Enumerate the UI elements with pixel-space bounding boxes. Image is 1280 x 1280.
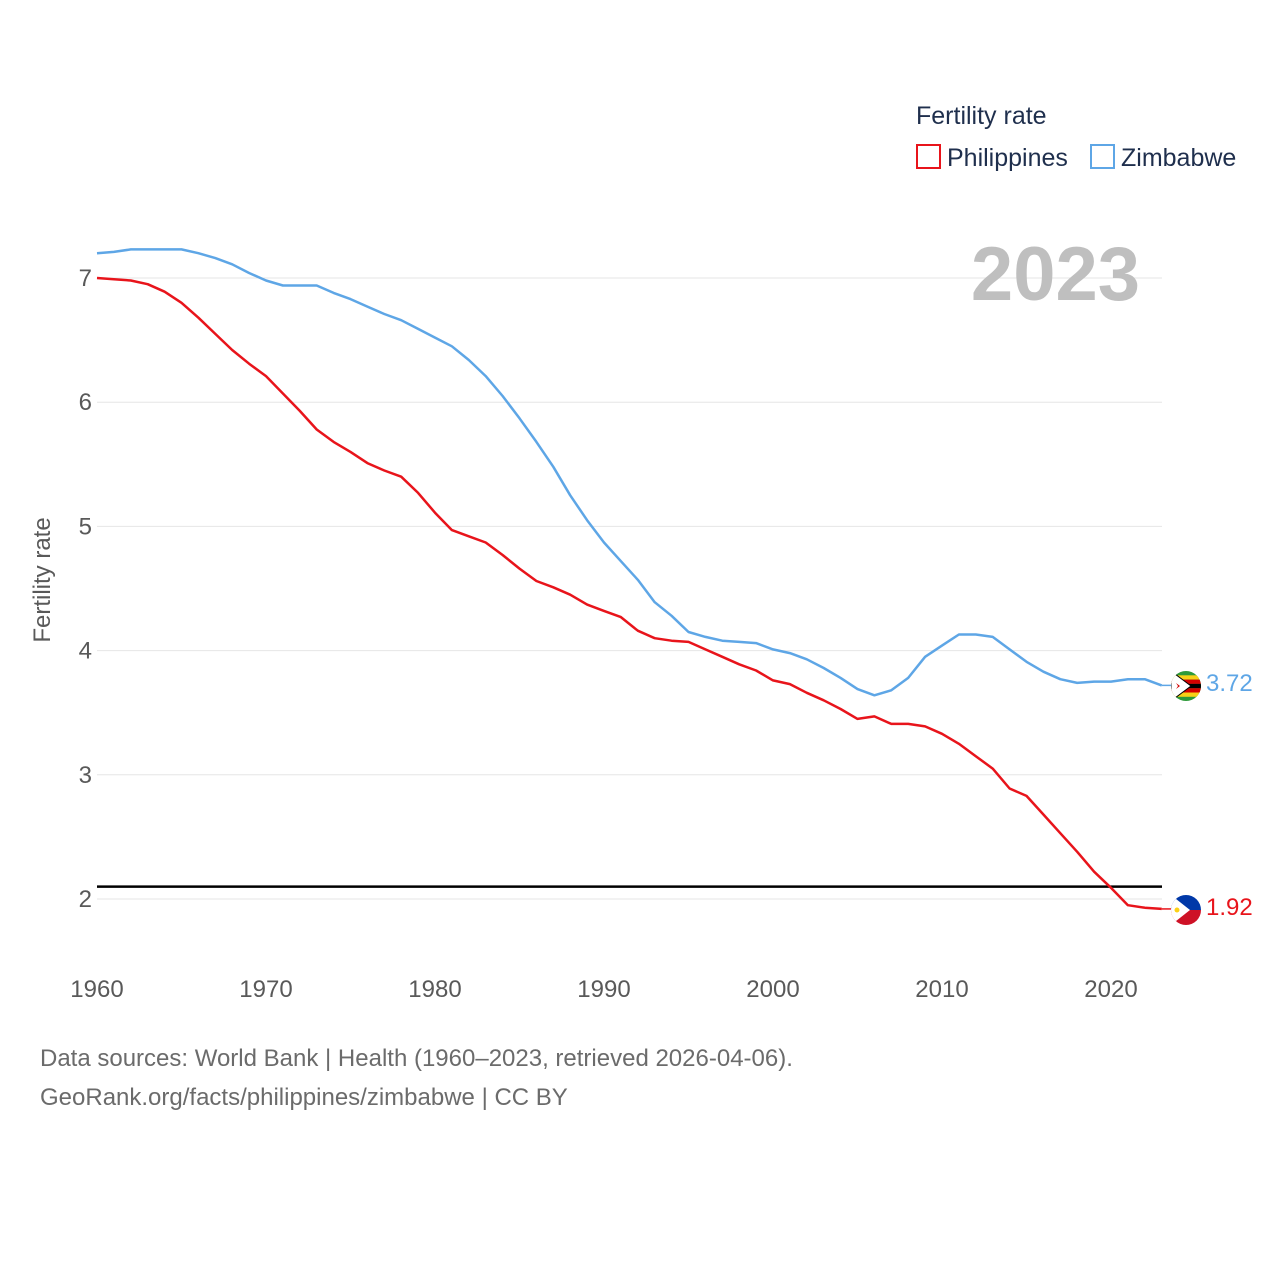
legend-item-philippines[interactable]: Philippines	[916, 144, 1068, 172]
y-tick-label: 7	[79, 265, 92, 292]
legend-label-philippines: Philippines	[947, 144, 1068, 172]
series-line-philippines	[96, 276, 1162, 911]
x-tick-label: 2010	[915, 976, 968, 1003]
zimbabwe-end-value: 3.72	[1206, 670, 1253, 697]
philippines-flag-icon	[1171, 895, 1201, 925]
series-line-zimbabwe	[96, 248, 1163, 697]
legend-swatch-philippines	[916, 144, 941, 169]
y-axis-label: Fertility rate	[29, 517, 56, 642]
legend-swatch-zimbabwe	[1090, 144, 1115, 169]
x-tick-label: 2020	[1084, 976, 1137, 1003]
y-tick-label: 2	[79, 886, 92, 913]
y-axis-ticks: 2 3 4 5 6 7	[79, 265, 92, 913]
y-tick-label: 6	[79, 389, 92, 416]
x-tick-label: 2000	[746, 976, 799, 1003]
series-lines	[96, 248, 1171, 911]
footer-sources: Data sources: World Bank | Health (1960–…	[40, 1045, 793, 1072]
x-tick-label: 1970	[239, 976, 292, 1003]
x-axis-ticks: 1960 1970 1980 1990 2000 2010 2020	[70, 976, 1137, 1003]
y-tick-label: 4	[79, 638, 92, 665]
legend-label-zimbabwe: Zimbabwe	[1121, 144, 1236, 172]
x-tick-label: 1990	[577, 976, 630, 1003]
footer-link[interactable]: GeoRank.org/facts/philippines/zimbabwe |…	[40, 1084, 568, 1111]
zimbabwe-flag-icon	[1171, 671, 1201, 701]
philippines-end-value: 1.92	[1206, 894, 1253, 921]
x-tick-label: 1980	[408, 976, 461, 1003]
legend[interactable]: Fertility rate Philippines Zimbabwe	[916, 102, 1236, 172]
chart: 2 3 4 5 6 7 1960 1970 1980 1990 2000 2010 2020 Fert…	[29, 102, 1253, 1003]
legend-item-zimbabwe[interactable]: Zimbabwe	[1090, 144, 1236, 172]
year-label: 2023	[971, 232, 1140, 317]
x-tick-label: 1960	[70, 976, 123, 1003]
gridlines	[97, 277, 1162, 900]
y-tick-label: 5	[79, 513, 92, 540]
y-tick-label: 3	[79, 762, 92, 789]
legend-title: Fertility rate	[916, 102, 1047, 130]
